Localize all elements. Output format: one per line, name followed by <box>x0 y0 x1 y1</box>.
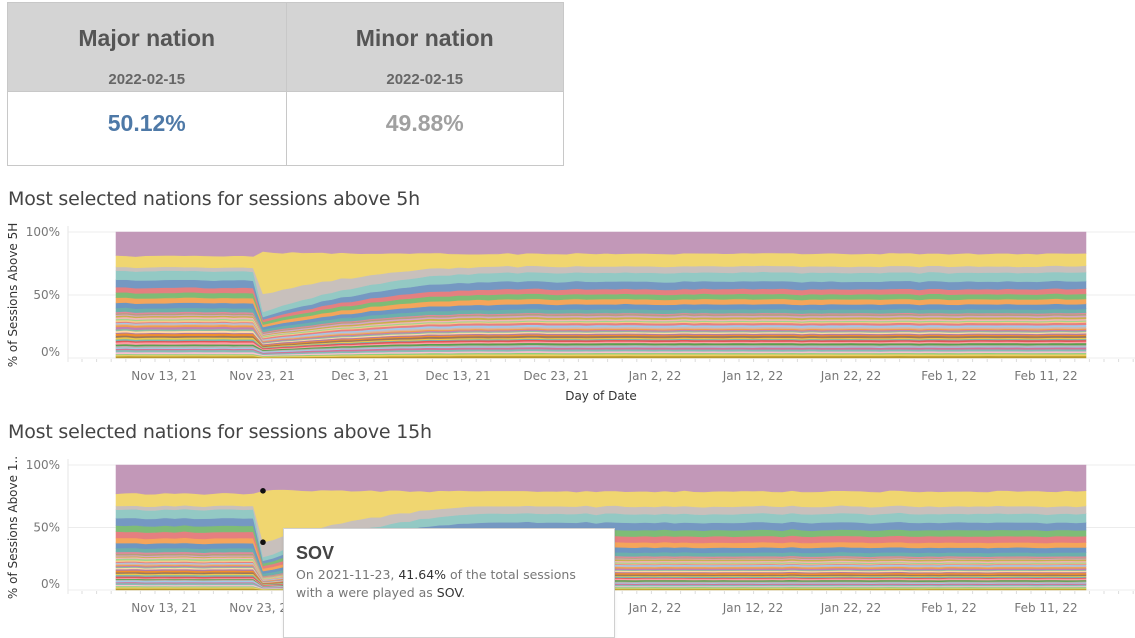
highlight-marker-bottom <box>260 539 266 546</box>
kpi-table: Major nation 2022-02-15 50.12% Minor nat… <box>7 2 564 166</box>
kpi-header: Major nation 2022-02-15 <box>8 3 286 92</box>
y-axis-title: % of Sessions Above 1.. <box>6 456 20 599</box>
stacked-area-chart-5h[interactable]: 100% 50% 0% % of Sessions Above 5H Nov 13, 2… <box>0 222 1135 412</box>
tooltip-percent: 41.64% <box>398 567 447 582</box>
kpi-minor-nation: Minor nation 2022-02-15 49.88% <box>285 3 564 165</box>
tooltip-text: On 2021-11-23, 41.64% of the total sessi… <box>296 566 602 602</box>
x-tick-label: Dec 3, 21 <box>331 369 389 383</box>
area-series-top-band-purple-[interactable] <box>115 231 1087 257</box>
x-tick-label: Nov 23, 21 <box>229 601 294 615</box>
area-series-group <box>115 231 1087 359</box>
x-tick-label: Jan 2, 22 <box>628 369 682 383</box>
y-tick-label: 100% <box>26 225 60 239</box>
x-axis-title: Day of Date <box>565 389 637 403</box>
highlight-marker-top <box>260 488 266 494</box>
kpi-major-nation: Major nation 2022-02-15 50.12% <box>8 3 286 165</box>
y-tick-label: 50% <box>33 521 60 535</box>
tooltip-suffix: . <box>461 585 466 600</box>
kpi-body: 49.88% <box>287 92 564 165</box>
kpi-date: 2022-02-15 <box>108 71 186 88</box>
tooltip-prefix: On <box>296 567 318 582</box>
x-tick-label: Nov 13, 21 <box>131 369 196 383</box>
kpi-value-minor[interactable]: 49.88% <box>385 110 464 136</box>
y-tick-label: 0% <box>41 345 60 359</box>
kpi-header: Minor nation 2022-02-15 <box>286 3 563 92</box>
tooltip-mid: of the total sessions <box>446 567 576 582</box>
x-tick-label: Nov 13, 21 <box>131 601 196 615</box>
kpi-title: Minor nation <box>355 25 494 51</box>
tooltip-line2: with a were played as <box>296 585 437 600</box>
x-tick-label: Feb 11, 22 <box>1014 601 1077 615</box>
kpi-date: 2022-02-15 <box>386 71 464 88</box>
x-tick-label: Feb 11, 22 <box>1014 369 1077 383</box>
x-tick-label: Jan 22, 22 <box>820 601 881 615</box>
y-tick-label: 100% <box>26 458 60 472</box>
x-tick-label: Jan 22, 22 <box>820 369 881 383</box>
chart-title-15h: Most selected nations for sessions above… <box>8 421 432 443</box>
y-tick-label: 50% <box>33 288 60 302</box>
kpi-title: Major nation <box>78 25 216 51</box>
x-tick-label: Dec 23, 21 <box>523 369 588 383</box>
y-tick-label: 0% <box>41 577 60 591</box>
y-axis-title: % of Sessions Above 5H <box>6 223 20 368</box>
x-tick-label: Jan 2, 22 <box>628 601 682 615</box>
chart-title-5h: Most selected nations for sessions above… <box>8 188 420 210</box>
x-tick-label: Jan 12, 22 <box>722 369 783 383</box>
x-tick-label: Dec 13, 21 <box>425 369 490 383</box>
x-tick-label: Feb 1, 22 <box>921 369 977 383</box>
x-tick-label: Nov 23, 21 <box>229 369 294 383</box>
x-tick-label: Feb 1, 22 <box>921 601 977 615</box>
kpi-body: 50.12% <box>8 92 286 165</box>
tooltip-title: SOV <box>296 543 335 563</box>
tooltip-sep: , <box>390 567 399 582</box>
area-series-top-band-purple-[interactable] <box>115 464 1087 495</box>
tooltip: SOV On 2021-11-23, 41.64% of the total s… <box>283 528 615 638</box>
tooltip-nation: SOV <box>436 585 462 600</box>
tooltip-date: 2021-11-23 <box>317 567 391 582</box>
kpi-value-major[interactable]: 50.12% <box>107 110 186 136</box>
x-tick-label: Jan 12, 22 <box>722 601 783 615</box>
